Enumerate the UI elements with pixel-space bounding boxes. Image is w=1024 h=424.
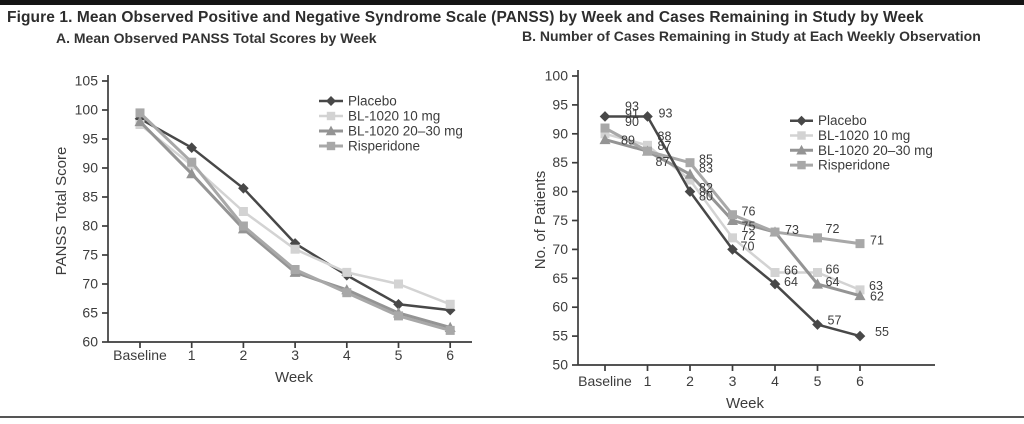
svg-text:93: 93 bbox=[625, 99, 639, 113]
svg-text:62: 62 bbox=[870, 290, 884, 304]
svg-text:BL-1020 20–30 mg: BL-1020 20–30 mg bbox=[348, 124, 463, 139]
svg-text:60: 60 bbox=[552, 299, 568, 315]
svg-text:50: 50 bbox=[552, 357, 568, 373]
svg-text:6: 6 bbox=[446, 347, 454, 363]
svg-text:75: 75 bbox=[552, 212, 568, 228]
panss-total-score-chart: 60 65 70 75 80 85 90 95 100 105 Baseline 1 2 3 4 5 6 Week… bbox=[53, 73, 472, 386]
svg-text:5: 5 bbox=[814, 373, 822, 389]
svg-text:PANSS Total Score: PANSS Total Score bbox=[53, 147, 70, 276]
svg-text:55: 55 bbox=[552, 328, 568, 344]
svg-text:80: 80 bbox=[82, 218, 98, 234]
svg-text:100: 100 bbox=[75, 102, 99, 118]
panel-b-subtitle: B. Number of Cases Remaining in Study at… bbox=[522, 28, 981, 44]
svg-text:87: 87 bbox=[658, 139, 672, 153]
svg-text:93: 93 bbox=[659, 106, 673, 120]
svg-text:91: 91 bbox=[625, 107, 639, 121]
svg-text:66: 66 bbox=[784, 264, 798, 278]
bottom-rule bbox=[0, 416, 1024, 418]
svg-text:105: 105 bbox=[75, 73, 99, 89]
svg-text:100: 100 bbox=[545, 68, 569, 84]
svg-text:95: 95 bbox=[82, 131, 98, 147]
svg-text:71: 71 bbox=[870, 234, 884, 248]
svg-text:2: 2 bbox=[686, 373, 694, 389]
svg-text:Week: Week bbox=[275, 369, 314, 386]
top-rule bbox=[0, 0, 1024, 5]
svg-text:85: 85 bbox=[552, 154, 568, 170]
svg-text:66: 66 bbox=[826, 263, 840, 277]
svg-text:Risperidone: Risperidone bbox=[818, 158, 890, 173]
svg-text:Week: Week bbox=[726, 395, 765, 412]
svg-text:4: 4 bbox=[343, 347, 351, 363]
svg-text:5: 5 bbox=[395, 347, 403, 363]
svg-text:55: 55 bbox=[875, 325, 889, 339]
svg-text:73: 73 bbox=[785, 223, 799, 237]
svg-text:70: 70 bbox=[552, 241, 568, 257]
svg-text:90: 90 bbox=[552, 125, 568, 141]
svg-text:70: 70 bbox=[741, 239, 755, 253]
svg-text:65: 65 bbox=[82, 305, 98, 321]
svg-text:Risperidone: Risperidone bbox=[348, 139, 420, 154]
cases-remaining-chart: 50 55 60 65 70 75 80 85 90 95 100 Baseline 1 2 3 4 5 6 Wee… bbox=[532, 68, 935, 412]
svg-text:1: 1 bbox=[644, 373, 652, 389]
svg-text:82: 82 bbox=[699, 181, 713, 195]
svg-text:65: 65 bbox=[552, 270, 568, 286]
svg-text:83: 83 bbox=[699, 161, 713, 175]
svg-text:89: 89 bbox=[621, 134, 635, 148]
svg-text:85: 85 bbox=[699, 153, 713, 167]
svg-text:64: 64 bbox=[784, 275, 798, 289]
svg-text:60: 60 bbox=[82, 334, 98, 350]
svg-text:76: 76 bbox=[742, 205, 756, 219]
svg-text:Baseline: Baseline bbox=[578, 373, 632, 389]
svg-text:90: 90 bbox=[82, 160, 98, 176]
svg-text:Baseline: Baseline bbox=[113, 347, 167, 363]
figure-title: Figure 1. Mean Observed Positive and Neg… bbox=[7, 9, 924, 26]
svg-text:BL-1020 20–30 mg: BL-1020 20–30 mg bbox=[818, 143, 933, 158]
svg-text:80: 80 bbox=[699, 190, 713, 204]
svg-text:70: 70 bbox=[82, 276, 98, 292]
svg-text:64: 64 bbox=[826, 275, 840, 289]
svg-text:4: 4 bbox=[771, 373, 779, 389]
svg-text:63: 63 bbox=[869, 279, 883, 293]
svg-text:Placebo: Placebo bbox=[818, 113, 867, 128]
svg-text:95: 95 bbox=[552, 96, 568, 112]
svg-text:88: 88 bbox=[658, 129, 672, 143]
svg-text:BL-1020 10 mg: BL-1020 10 mg bbox=[818, 128, 910, 143]
svg-text:75: 75 bbox=[742, 220, 756, 234]
svg-text:6: 6 bbox=[856, 373, 864, 389]
svg-text:1: 1 bbox=[188, 347, 196, 363]
svg-text:Placebo: Placebo bbox=[348, 94, 397, 109]
panel-a-subtitle: A. Mean Observed PANSS Total Scores by W… bbox=[56, 30, 377, 46]
svg-text:87: 87 bbox=[656, 155, 670, 169]
svg-text:2: 2 bbox=[240, 347, 248, 363]
svg-text:BL-1020 10 mg: BL-1020 10 mg bbox=[348, 109, 440, 124]
svg-text:57: 57 bbox=[828, 314, 842, 328]
svg-text:85: 85 bbox=[82, 189, 98, 205]
svg-text:3: 3 bbox=[291, 347, 299, 363]
svg-text:72: 72 bbox=[742, 229, 756, 243]
svg-text:72: 72 bbox=[826, 222, 840, 236]
svg-text:80: 80 bbox=[552, 183, 568, 199]
svg-text:3: 3 bbox=[729, 373, 737, 389]
svg-text:75: 75 bbox=[82, 247, 98, 263]
svg-text:No. of Patients: No. of Patients bbox=[532, 171, 549, 269]
svg-text:90: 90 bbox=[625, 115, 639, 129]
